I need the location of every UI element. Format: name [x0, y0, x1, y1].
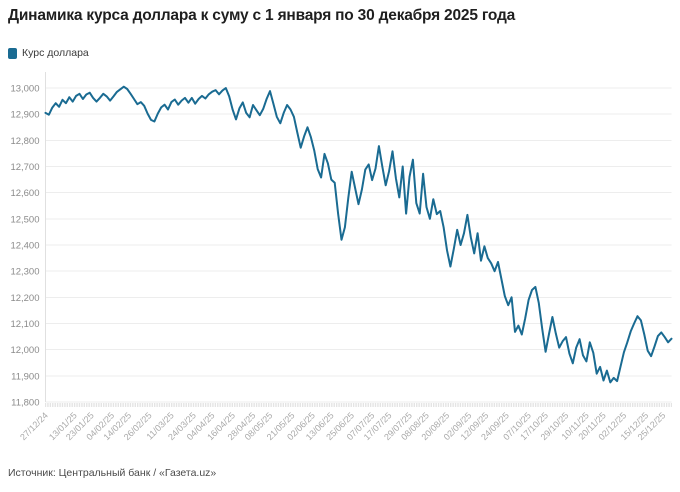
y-axis-label: 12,400: [10, 241, 39, 252]
exchange-rate-chart: 13,000 12,900 12,800 12,700 12,600 12,500 12,4…: [10, 72, 673, 442]
rate-line: [44, 85, 673, 384]
y-axis-label: 11,900: [11, 371, 39, 382]
y-axis-label: 12,600: [10, 188, 39, 199]
x-axis-label: 27/12/24: [18, 410, 50, 442]
legend-swatch-icon: [8, 47, 17, 59]
y-axis-label: 12,500: [10, 214, 39, 225]
y-axis-label: 12,000: [10, 345, 39, 356]
y-axis-label: 11,800: [11, 398, 39, 409]
y-axis-label: 12,100: [10, 319, 39, 330]
y-axis-label: 13,000: [10, 84, 39, 95]
y-axis-label: 12,200: [10, 293, 39, 304]
chart-title: Динамика курса доллара к суму с 1 января…: [8, 7, 516, 24]
y-axis-label: 12,300: [10, 267, 39, 278]
y-axis-label: 12,800: [10, 136, 39, 147]
y-axis-label: 12,700: [10, 162, 39, 173]
y-axis-label: 12,900: [10, 110, 39, 121]
legend-label: Курс доллара: [22, 47, 89, 59]
source-attribution: Источник: Центральный банк / «Газета.uz»: [8, 467, 217, 479]
chart-legend: Курс доллара: [8, 47, 89, 59]
